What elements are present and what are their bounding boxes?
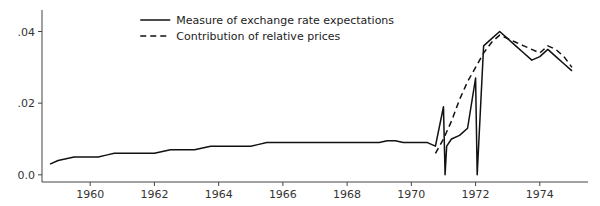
x-tick [90,182,91,186]
series-line [435,35,572,153]
y-tick-label: .04 [18,26,36,39]
legend: Measure of exchange rate expectations Con… [140,14,394,43]
x-tick-label: 1966 [269,188,297,201]
x-tick [218,182,219,186]
x-tick-label: 1962 [140,188,168,201]
x-tick-label: 1968 [333,188,361,201]
x-tick-label: 1972 [462,188,490,201]
chart: 1960 1962 1964 1966 1968 1970 1972 1974 0.0 .02 .0… [0,0,600,206]
x-tick-label: 1970 [397,188,425,201]
y-tick [38,31,42,32]
x-tick-label: 1974 [526,188,554,201]
x-tick-label: 1960 [76,188,104,201]
x-tick [411,182,412,186]
x-tick [347,182,348,186]
legend-swatch [140,35,170,37]
series-line [50,32,572,175]
y-axis-line [42,10,43,182]
y-tick-label: 0.0 [18,169,36,182]
legend-label: Measure of exchange rate expectations [176,14,394,27]
x-tick [282,182,283,186]
x-tick [539,182,540,186]
x-tick [154,182,155,186]
legend-label: Contribution of relative prices [176,30,340,43]
plot-area [50,32,572,175]
legend-swatch [140,19,170,21]
y-tick [38,103,42,104]
x-axis-line [42,182,588,183]
x-tick-label: 1964 [205,188,233,201]
y-tick-label: .02 [18,97,36,110]
y-tick [38,174,42,175]
x-tick [475,182,476,186]
